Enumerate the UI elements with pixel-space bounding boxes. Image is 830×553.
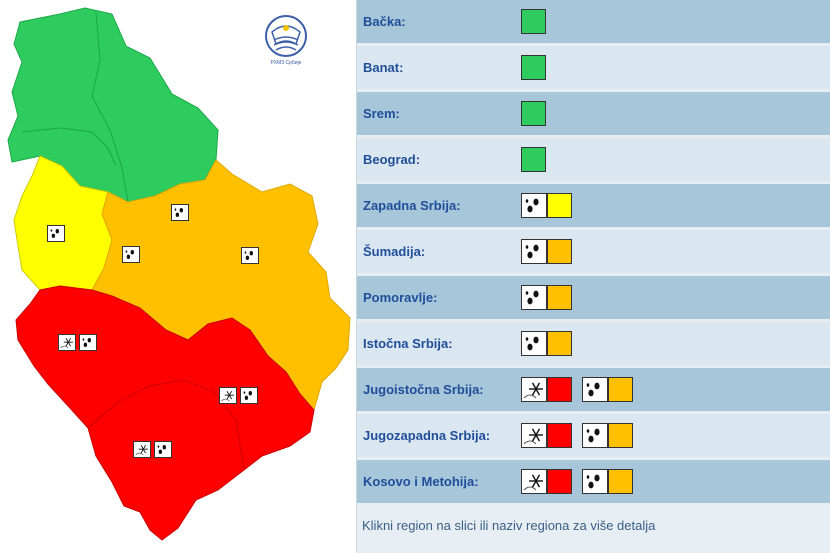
rain-icon (521, 285, 547, 310)
region-row[interactable]: Banat: (357, 46, 830, 89)
region-row[interactable]: Jugoistočna Srbija: (357, 368, 830, 411)
svg-text:РХМЗ Србије: РХМЗ Србије (271, 60, 302, 66)
map-border-backa-banat (91, 11, 129, 203)
rain-icon (582, 469, 608, 494)
warning-map[interactable]: РХМЗ Србије (0, 0, 357, 553)
region-name-link[interactable]: Zapadna Srbija: (363, 198, 461, 213)
map-rain-icon[interactable] (122, 246, 140, 263)
region-row[interactable]: Kosovo i Metohija: (357, 460, 830, 503)
region-row[interactable]: Srem: (357, 92, 830, 135)
map-snow-icon[interactable] (58, 334, 76, 351)
region-name-link[interactable]: Srem: (363, 106, 400, 121)
warning-level-orange (547, 239, 572, 264)
rain-icon (582, 423, 608, 448)
warning-level-red (547, 377, 572, 402)
map-rain-icon[interactable] (171, 204, 189, 221)
region-row[interactable]: Istočna Srbija: (357, 322, 830, 365)
map-rain-icon[interactable] (240, 387, 258, 404)
warning-level-green (521, 55, 546, 80)
region-name-link[interactable]: Jugoistočna Srbija: (363, 382, 484, 397)
warning-level-green (521, 9, 546, 34)
warning-level-orange (608, 423, 633, 448)
warning-level-yellow (547, 193, 572, 218)
region-row[interactable]: Jugozapadna Srbija: (357, 414, 830, 457)
region-row[interactable]: Šumadija: (357, 230, 830, 273)
map-snow-icon[interactable] (219, 387, 237, 404)
warning-level-red (547, 469, 572, 494)
map-rain-icon[interactable] (154, 441, 172, 458)
region-name-link[interactable]: Pomoravlje: (363, 290, 438, 305)
serbia-map[interactable] (0, 0, 356, 553)
region-name-link[interactable]: Kosovo i Metohija: (363, 474, 479, 489)
map-snow-icon[interactable] (133, 441, 151, 458)
snow-icon (521, 423, 547, 448)
map-rain-icon[interactable] (241, 247, 259, 264)
rain-icon (521, 239, 547, 264)
map-rain-icon[interactable] (79, 334, 97, 351)
warning-level-green (521, 101, 546, 126)
warning-level-orange (608, 469, 633, 494)
region-name-link[interactable]: Šumadija: (363, 244, 426, 259)
region-name-link[interactable]: Istočna Srbija: (363, 336, 453, 351)
map-border-srem (21, 127, 117, 167)
warning-level-green (521, 147, 546, 172)
warning-level-orange (547, 331, 572, 356)
region-name-link[interactable]: Banat: (363, 60, 404, 75)
warning-level-red (547, 423, 572, 448)
region-row[interactable]: Bačka: (357, 0, 830, 43)
footnote-text: Klikni region na slici ili naziv regiona… (362, 518, 656, 533)
region-name-link[interactable]: Bačka: (363, 14, 406, 29)
region-name-link[interactable]: Beograd: (363, 152, 421, 167)
rain-icon (521, 331, 547, 356)
snow-icon (521, 377, 547, 402)
rain-icon (521, 193, 547, 218)
region-row[interactable]: Zapadna Srbija: (357, 184, 830, 227)
region-warning-table: Bačka: Banat: Srem: Beograd: Zapadna Srbija:… (357, 0, 830, 553)
region-name-link[interactable]: Jugozapadna Srbija: (363, 428, 491, 443)
rain-icon (582, 377, 608, 402)
warning-level-orange (547, 285, 572, 310)
warning-level-orange (608, 377, 633, 402)
rhmz-logo: РХМЗ Србије (262, 14, 310, 66)
region-row[interactable]: Pomoravlje: (357, 276, 830, 319)
region-row[interactable]: Beograd: (357, 138, 830, 181)
map-rain-icon[interactable] (47, 225, 65, 242)
map-border-kosovo (87, 379, 245, 471)
snow-icon (521, 469, 547, 494)
